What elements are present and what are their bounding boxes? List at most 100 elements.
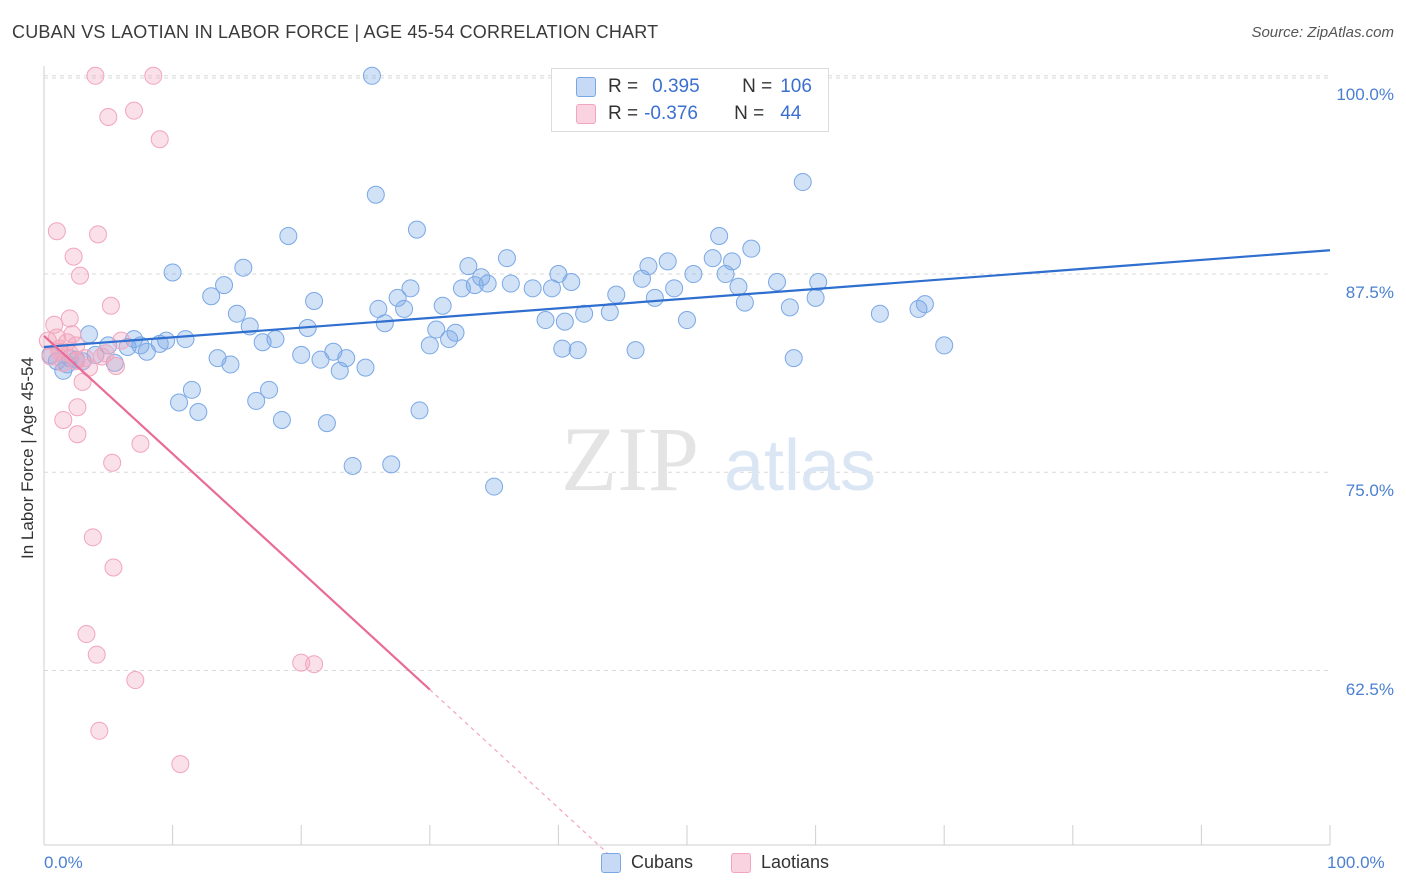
legend-item-laotians: Laotians [731,852,829,873]
legend-swatch-blue [576,77,596,97]
cuban-point [234,258,253,277]
laotian-point [67,352,86,371]
cuban-point [870,304,889,323]
cuban-point [176,330,195,349]
legend-swatch-laotians [731,852,751,873]
watermark: ZIP atlas [561,408,876,510]
legend-row-cubans: R = 0.395 N = 106 [576,73,812,101]
laotian-point [104,558,123,577]
laotian-point [63,325,82,344]
cuban-point [645,288,664,307]
laotian-point [83,528,102,547]
cuban-point [723,252,742,271]
cuban-point [626,341,645,360]
cuban-point [446,323,465,342]
cuban-point [317,414,336,433]
cuban-point [768,272,787,291]
cuban-point [427,320,446,339]
legend-r-value: 0.395 [652,76,700,97]
watermark-zip: ZIP [561,408,699,510]
legend-swatch-cubans [601,852,621,873]
laotian-point [292,653,311,672]
x-tick-label-max: 100.0% [1327,853,1385,872]
cuban-point [575,304,594,323]
cuban-point [735,293,754,312]
laotian-point [77,625,96,644]
laotian-point [96,344,115,363]
cuban-point [555,312,574,331]
laotian-point [131,434,150,453]
legend-n-label: N = [734,103,765,124]
cuban-point [935,336,954,355]
watermark-atlas: atlas [724,426,876,506]
cuban-point [684,265,703,284]
cuban-point [247,391,266,410]
cuban-point [337,349,356,368]
laotian-point [107,357,126,376]
cuban-point [395,299,414,318]
legend-n-label: N = [742,76,773,97]
cuban-point [678,311,696,330]
legend-item-cubans: Cubans [601,852,693,873]
cuban-point [909,299,928,318]
laotian-point [64,247,83,266]
cuban-point [266,330,285,349]
legend-n-value: 106 [780,76,812,97]
y-tick-label: 62.5% [1345,679,1394,699]
cuban-point [784,349,803,368]
cuban-point [553,339,572,358]
cuban-point [375,314,394,333]
cuban-point [665,279,684,298]
cuban-point [292,345,311,364]
laotian-point [126,671,145,690]
cuban-point [809,272,828,291]
legend-n-value: 44 [780,103,802,124]
cuban-point [562,272,581,291]
laotian-point [305,655,324,674]
cuban-point [793,173,812,192]
cuban-point [459,257,478,276]
laotian-point [125,101,144,120]
cuban-point [742,239,761,258]
cuban-point [215,276,234,295]
y-tick-label: 75.0% [1345,481,1394,501]
cuban-point [272,410,291,429]
cuban-point [497,249,516,268]
source-label: Source: ZipAtlas.com [1251,24,1394,41]
legend-r-label: R = [608,76,639,97]
trend-layer [43,249,1331,868]
cuban-point [710,226,729,245]
cuban-point [478,274,497,293]
laotian-point [101,296,120,315]
y-tick-label: 87.5% [1345,283,1394,303]
legend-label-laotians: Laotians [761,852,830,872]
cuban-point [568,341,587,360]
cuban-point [658,252,677,271]
cuban-point [607,285,626,304]
stats-legend: R = 0.395 N = 106 R = -0.376 N = 44 [551,68,829,132]
cuban-point [382,455,401,474]
legend-swatch-pink [576,104,596,124]
cuban-point [362,66,381,85]
laotian-point [54,410,73,429]
cuban-point [703,249,722,268]
cuban-point [472,268,491,287]
cuban-point [189,403,208,422]
cuban-point [279,226,298,245]
cuban-point [729,277,748,296]
cuban-point [410,401,429,420]
laotian-trend-extension [429,689,624,868]
laotian-point [150,130,169,149]
cuban-point [485,477,504,496]
cuban-point [202,287,221,306]
cuban-point [549,265,568,284]
cuban-point [915,295,934,314]
laotian-point [68,425,87,444]
legend-row-laotians: R = -0.376 N = 44 [576,100,801,128]
cuban-point [260,380,279,399]
points-layer [38,66,954,774]
cuban-point [170,393,189,412]
laotian-point [144,66,163,85]
cuban-point [227,304,246,323]
